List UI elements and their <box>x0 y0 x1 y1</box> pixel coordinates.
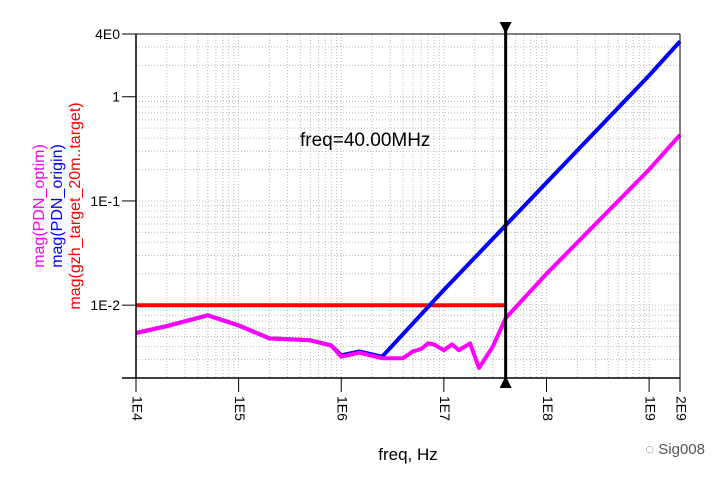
x-tick-label: 1E5 <box>232 396 248 421</box>
series-line-1 <box>135 40 682 359</box>
marker: freq=40.00MHz <box>300 22 512 388</box>
axes <box>122 33 681 379</box>
marker-readout: freq=40.00MHz <box>300 130 430 151</box>
legend-entry: mag(PDN_origin) <box>49 144 66 268</box>
series-line-2 <box>135 133 682 370</box>
x-tick-label: 1E4 <box>129 396 145 421</box>
grid <box>135 33 681 379</box>
legend-entry: mag(gzh_target_20m..target) <box>67 102 84 309</box>
x-tick-label: 2E9 <box>673 396 689 421</box>
x-tick-label: 1E6 <box>335 396 351 421</box>
marker-bottom-triangle-icon <box>499 376 512 388</box>
legend-entry: mag(PDN_optim) <box>31 144 48 268</box>
x-axis-label: freq, Hz <box>378 445 438 464</box>
watermark: ◌ Sig008 <box>645 441 705 458</box>
x-tick-label: 1E8 <box>540 396 556 421</box>
tick-labels: 1E4 1E5 1E6 1E7 1E8 1E9 2E9 4E0 1 1E-1 1E-2 <box>90 26 689 421</box>
y-tick-label: 1E-1 <box>90 193 120 209</box>
y-tick-label: 1E-2 <box>90 297 120 313</box>
legend: mag(PDN_optim) mag(PDN_origin) mag(gzh_tar… <box>31 102 84 309</box>
series-group <box>135 40 682 370</box>
marker-top-triangle-icon <box>499 22 512 34</box>
x-tick-label: 1E9 <box>642 396 658 421</box>
y-tick-label: 1 <box>112 89 120 105</box>
y-tick-label: 4E0 <box>95 26 120 42</box>
x-tick-label: 1E7 <box>437 396 453 421</box>
